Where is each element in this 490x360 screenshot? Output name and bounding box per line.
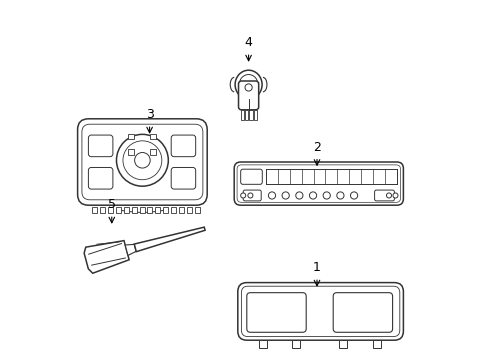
Circle shape xyxy=(248,193,253,198)
Polygon shape xyxy=(84,240,129,273)
Bar xyxy=(92,207,97,213)
Circle shape xyxy=(296,192,303,199)
Circle shape xyxy=(282,192,289,199)
Bar xyxy=(147,207,152,213)
Bar xyxy=(171,207,176,213)
FancyBboxPatch shape xyxy=(237,165,400,202)
Circle shape xyxy=(117,134,169,186)
Circle shape xyxy=(241,193,245,198)
Text: 3: 3 xyxy=(146,108,153,121)
Bar xyxy=(241,110,244,120)
Bar xyxy=(128,134,134,139)
Bar xyxy=(150,134,156,139)
Bar xyxy=(195,207,200,213)
FancyBboxPatch shape xyxy=(88,135,113,157)
Bar xyxy=(163,207,169,213)
Polygon shape xyxy=(125,244,136,255)
FancyBboxPatch shape xyxy=(171,135,196,157)
Circle shape xyxy=(310,192,317,199)
Text: 5: 5 xyxy=(108,198,116,211)
Bar xyxy=(292,340,300,348)
Bar xyxy=(128,149,134,155)
FancyBboxPatch shape xyxy=(239,81,259,110)
FancyBboxPatch shape xyxy=(374,190,394,201)
FancyBboxPatch shape xyxy=(242,286,400,337)
Circle shape xyxy=(245,84,252,91)
Bar xyxy=(123,207,129,213)
Bar xyxy=(373,340,381,348)
FancyBboxPatch shape xyxy=(77,119,207,205)
FancyBboxPatch shape xyxy=(238,283,403,340)
Bar xyxy=(140,207,145,213)
FancyBboxPatch shape xyxy=(241,169,262,184)
Bar xyxy=(116,207,121,213)
FancyBboxPatch shape xyxy=(234,162,403,205)
Circle shape xyxy=(350,192,358,199)
Circle shape xyxy=(387,193,392,198)
FancyBboxPatch shape xyxy=(247,293,306,332)
Polygon shape xyxy=(134,227,205,252)
Bar xyxy=(254,110,257,120)
Circle shape xyxy=(135,153,150,168)
Bar xyxy=(249,110,252,120)
Text: 2: 2 xyxy=(313,141,321,154)
Circle shape xyxy=(337,192,344,199)
Circle shape xyxy=(323,192,330,199)
Bar xyxy=(150,149,156,155)
FancyBboxPatch shape xyxy=(88,167,113,189)
Bar xyxy=(259,340,268,348)
Text: 1: 1 xyxy=(313,261,321,274)
Bar xyxy=(108,207,113,213)
Circle shape xyxy=(393,193,398,198)
Ellipse shape xyxy=(239,75,258,95)
Ellipse shape xyxy=(235,70,262,99)
Bar xyxy=(132,207,137,213)
FancyBboxPatch shape xyxy=(171,167,196,189)
Text: 4: 4 xyxy=(245,36,252,49)
FancyBboxPatch shape xyxy=(82,124,203,200)
Circle shape xyxy=(123,141,162,180)
Bar xyxy=(339,340,346,348)
FancyBboxPatch shape xyxy=(333,293,392,332)
Bar xyxy=(155,207,160,213)
Bar xyxy=(179,207,184,213)
Bar xyxy=(187,207,192,213)
FancyBboxPatch shape xyxy=(243,190,261,201)
Circle shape xyxy=(269,192,275,199)
Bar xyxy=(245,110,248,120)
Bar xyxy=(100,207,105,213)
